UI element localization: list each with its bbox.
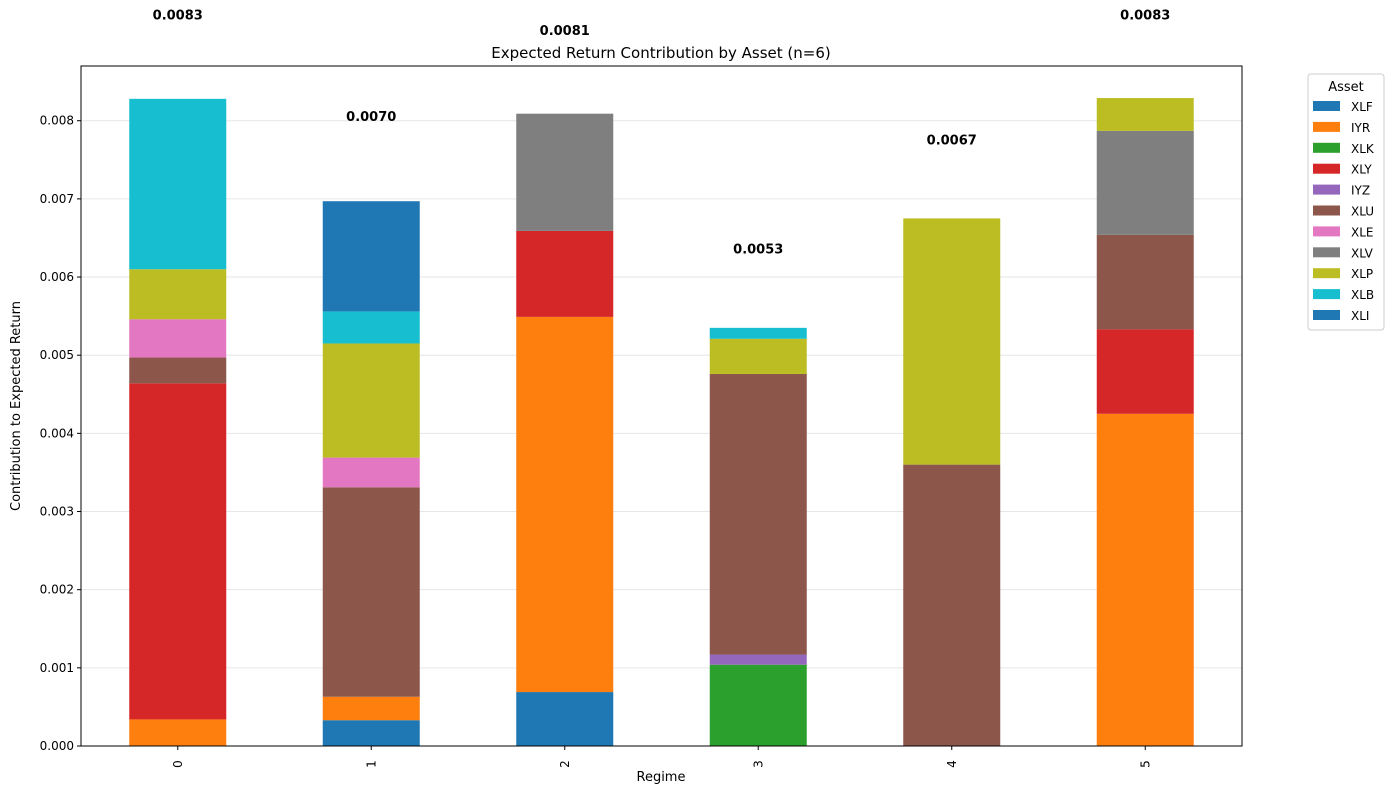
total-label: 0.0070 — [346, 110, 396, 125]
bar-segment-xlk — [709, 664, 807, 746]
bar-segment-xlu — [129, 357, 227, 384]
x-axis: 0 1 2 3 4 5 — [171, 746, 1152, 768]
legend-items: XLF IYR XLK XLY IYZ XLU XLE XLV XLP XLB XLI — [1313, 100, 1375, 323]
plot-frame — [80, 65, 1243, 747]
total-label: 0.0083 — [153, 8, 203, 23]
bar-segment-xlp — [1096, 98, 1194, 131]
y-tick-label: 0.005 — [40, 348, 74, 362]
bar-segment-xle — [322, 457, 420, 488]
bar-segment-xlf — [322, 720, 420, 746]
bar-segment-iyr — [1096, 413, 1194, 746]
bar-segment-xlp — [129, 269, 227, 320]
bar-segment-xlu — [1096, 234, 1194, 330]
bar-segment-xly — [516, 230, 614, 317]
bar-segment-xlb — [709, 327, 807, 339]
bar-segment-xlv — [516, 113, 614, 231]
total-label: 0.0081 — [540, 24, 590, 39]
legend-entry: XLV — [1351, 246, 1374, 260]
x-tick-label: 1 — [364, 760, 378, 768]
total-label: 0.0053 — [733, 243, 783, 258]
legend-swatch — [1313, 226, 1340, 237]
legend-swatch — [1313, 121, 1340, 132]
legend: Asset XLF IYR XLK XLY IYZ XLU XLE XLV XLP XLB XLI — [1307, 73, 1385, 331]
legend-entry: IYZ — [1351, 184, 1370, 198]
legend-swatch — [1313, 289, 1340, 300]
bar-segment-xlb — [129, 98, 227, 270]
bar-segment-xlb — [322, 311, 420, 344]
legend-swatch — [1313, 247, 1340, 258]
legend-entry: IYR — [1351, 121, 1370, 135]
legend-swatch — [1313, 163, 1340, 174]
y-axis: 0.000 0.001 0.002 0.003 0.004 0.005 0.006 0.007… — [40, 114, 81, 753]
bars — [129, 98, 1194, 746]
bar-segment-xlu — [322, 487, 420, 697]
bar-segment-xlf — [516, 692, 614, 746]
bar-segment-xlp — [322, 343, 420, 458]
gridlines — [81, 120, 1242, 747]
legend-entry: XLI — [1351, 309, 1369, 323]
chart-title: Expected Return Contribution by Asset (n… — [491, 44, 830, 62]
legend-swatch — [1313, 142, 1340, 153]
x-tick-label: 2 — [558, 760, 572, 768]
bar-segment-xlp — [903, 218, 1001, 465]
x-tick-label: 5 — [1138, 760, 1152, 768]
bar-segment-xlv — [1096, 130, 1194, 235]
bar-segment-xle — [129, 319, 227, 358]
legend-entry: XLY — [1351, 163, 1372, 177]
legend-swatch — [1313, 101, 1340, 111]
legend-entry: XLB — [1351, 288, 1374, 302]
bar-segment-xly — [1096, 329, 1194, 414]
bar-segment-xlu — [709, 373, 807, 655]
y-tick-label: 0.004 — [40, 426, 74, 440]
y-tick-label: 0.008 — [40, 114, 74, 128]
legend-title: Asset — [1328, 80, 1364, 95]
bar-segment-xli — [322, 201, 420, 312]
x-tick-label: 0 — [171, 760, 185, 768]
legend-swatch — [1313, 205, 1340, 216]
y-tick-label: 0.002 — [40, 583, 74, 597]
legend-entry: XLF — [1351, 100, 1373, 114]
x-axis-label: Regime — [637, 770, 686, 785]
legend-entry: XLE — [1351, 225, 1374, 239]
bar-segment-iyr — [516, 316, 614, 693]
total-labels: 0.0083 0.0070 0.0081 0.0053 0.0067 0.0083 — [153, 8, 1171, 257]
bar-segment-xlu — [903, 464, 1001, 746]
legend-swatch — [1313, 310, 1340, 320]
bar-segment-iyz — [709, 654, 807, 665]
bar-segment-xlp — [709, 338, 807, 374]
bar-segment-xly — [129, 383, 227, 720]
x-tick-label: 3 — [751, 760, 765, 768]
bar-segment-iyr — [129, 719, 227, 746]
legend-frame — [1307, 73, 1385, 331]
legend-entry: XLP — [1351, 267, 1373, 281]
y-tick-label: 0.007 — [40, 192, 74, 206]
y-tick-label: 0.006 — [40, 270, 74, 284]
legend-entry: XLU — [1351, 205, 1374, 219]
legend-swatch — [1313, 184, 1340, 195]
legend-swatch — [1313, 268, 1340, 279]
total-label: 0.0067 — [927, 133, 977, 148]
x-tick-label: 4 — [945, 760, 959, 768]
total-label: 0.0083 — [1120, 8, 1170, 23]
y-axis-label: Contribution to Expected Return — [9, 301, 24, 511]
bar-segment-iyr — [322, 696, 420, 721]
y-tick-label: 0.001 — [40, 661, 74, 675]
legend-entry: XLK — [1351, 142, 1375, 156]
y-tick-label: 0.003 — [40, 505, 74, 519]
y-tick-label: 0.000 — [40, 739, 74, 753]
